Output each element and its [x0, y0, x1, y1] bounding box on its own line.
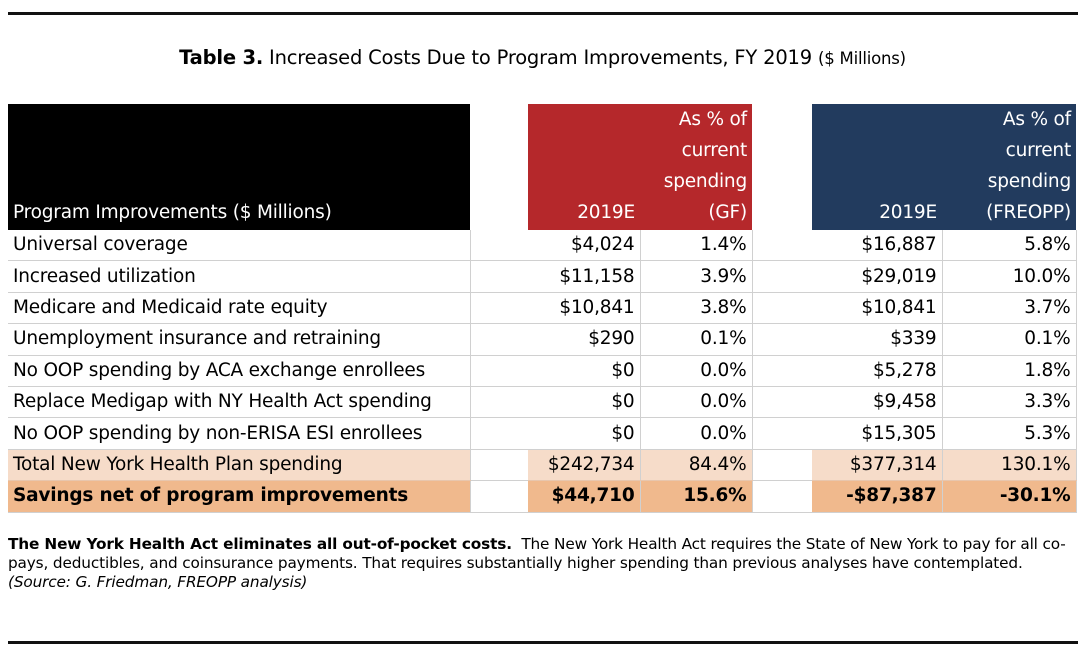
row-label: Medicare and Medicaid rate equity [8, 292, 471, 325]
table-title-text: Increased Costs Due to Program Improveme… [269, 46, 812, 69]
freopp-pct: 1.8% [942, 355, 1077, 387]
table-number: Table 3. [179, 46, 264, 69]
header-gf-value: 2019E [528, 104, 640, 230]
freopp-value: $339 [812, 323, 943, 356]
gf-value: $4,024 [528, 230, 641, 262]
table-row: Increased utilization $11,158 3.9% $29,0… [8, 260, 1077, 293]
header-gf-pct: As % of current spending (GF) [640, 104, 752, 230]
savings-gf-pct: 15.6% [640, 480, 753, 513]
gf-value: $10,841 [528, 292, 641, 325]
header-gf-pct-line: (GF) [708, 202, 747, 223]
freopp-value: $10,841 [812, 292, 943, 325]
table-title-units: ($ Millions) [817, 49, 906, 68]
header-gap [752, 104, 812, 230]
row-label: Universal coverage [8, 230, 471, 262]
gf-value: $11,158 [528, 260, 641, 293]
gf-pct: 0.0% [640, 386, 753, 419]
gf-pct: 0.0% [640, 355, 753, 387]
gf-pct: 3.8% [640, 292, 753, 325]
header-gf-pct-line: As % of [678, 109, 747, 130]
table-row: Universal coverage $4,024 1.4% $16,887 5… [8, 230, 1077, 262]
gf-value: $0 [528, 386, 641, 419]
freopp-value: $29,019 [812, 260, 943, 293]
table-caption: The New York Health Act eliminates all o… [8, 535, 1078, 592]
table-row: Replace Medigap with NY Health Act spend… [8, 386, 1077, 419]
gf-value: $290 [528, 323, 641, 356]
caption-lead: The New York Health Act eliminates all o… [8, 535, 512, 553]
caption-source: (Source: G. Friedman, FREOPP analysis) [8, 573, 308, 591]
top-rule [8, 12, 1078, 15]
freopp-pct: 5.3% [942, 417, 1077, 450]
gf-pct: 3.9% [640, 260, 753, 293]
gf-value: $0 [528, 417, 641, 450]
savings-label: Savings net of program improvements [8, 480, 471, 513]
header-gf-pct-line: current [681, 140, 748, 161]
table-title: Table 3. Increased Costs Due to Program I… [0, 46, 1085, 69]
freopp-value: $16,887 [812, 230, 943, 262]
savings-freopp-pct: -30.1% [942, 480, 1077, 513]
savings-row: Savings net of program improvements $44,… [8, 480, 1077, 513]
row-label: Replace Medigap with NY Health Act spend… [8, 386, 471, 419]
table-row: Unemployment insurance and retraining $2… [8, 323, 1077, 356]
header-freopp-pct-line: current [1005, 140, 1072, 161]
cost-table: Program Improvements ($ Millions) 2019E … [8, 104, 1077, 513]
freopp-pct: 5.8% [942, 230, 1077, 262]
total-gf-pct: 84.4% [640, 449, 753, 482]
header-freopp-pct-line: spending [987, 171, 1071, 192]
freopp-pct: 0.1% [942, 323, 1077, 356]
header-freopp-pct: As % of current spending (FREOPP) [942, 104, 1076, 230]
table-row: No OOP spending by non-ERISA ESI enrolle… [8, 417, 1077, 450]
total-row: Total New York Health Plan spending $242… [8, 449, 1077, 482]
header-freopp-pct-line: As % of [1002, 109, 1071, 130]
header-gap [470, 104, 528, 230]
header-gf-pct-line: spending [663, 171, 747, 192]
total-gf-value: $242,734 [528, 449, 641, 482]
row-label: No OOP spending by ACA exchange enrollee… [8, 355, 471, 387]
header-label: Program Improvements ($ Millions) [8, 104, 470, 230]
total-freopp-value: $377,314 [812, 449, 943, 482]
header-freopp-value: 2019E [812, 104, 942, 230]
savings-gf-value: $44,710 [528, 480, 641, 513]
row-label: Unemployment insurance and retraining [8, 323, 471, 356]
header-freopp-pct-line: (FREOPP) [986, 202, 1071, 223]
row-label: No OOP spending by non-ERISA ESI enrolle… [8, 417, 471, 450]
header-row: Program Improvements ($ Millions) 2019E … [8, 104, 1076, 230]
table-row: Medicare and Medicaid rate equity $10,84… [8, 292, 1077, 325]
freopp-value: $5,278 [812, 355, 943, 387]
freopp-pct: 10.0% [942, 260, 1077, 293]
gf-pct: 1.4% [640, 230, 753, 262]
table-row: No OOP spending by ACA exchange enrollee… [8, 355, 1077, 387]
gf-pct: 0.1% [640, 323, 753, 356]
savings-freopp-value: -$87,387 [812, 480, 943, 513]
freopp-value: $9,458 [812, 386, 943, 419]
freopp-value: $15,305 [812, 417, 943, 450]
total-label: Total New York Health Plan spending [8, 449, 471, 482]
total-freopp-pct: 130.1% [942, 449, 1077, 482]
row-label: Increased utilization [8, 260, 471, 293]
caption-body: The New York Health Act requires the Sta… [8, 535, 1066, 572]
freopp-pct: 3.3% [942, 386, 1077, 419]
gf-value: $0 [528, 355, 641, 387]
freopp-pct: 3.7% [942, 292, 1077, 325]
bottom-rule [8, 641, 1078, 644]
gf-pct: 0.0% [640, 417, 753, 450]
